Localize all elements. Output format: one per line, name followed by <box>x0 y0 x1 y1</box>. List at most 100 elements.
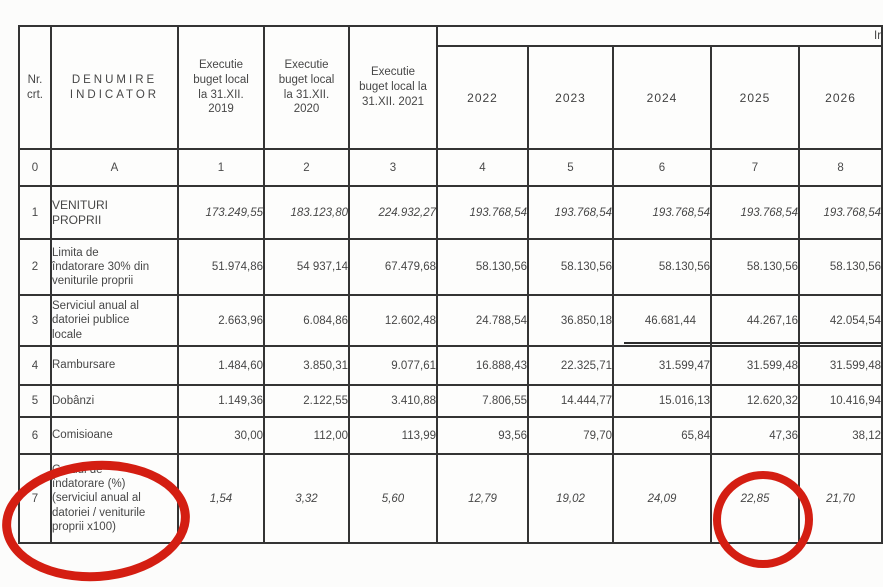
cell-value: 31.599,48 <box>797 345 883 386</box>
cell-value: 44.267,16 <box>710 294 800 347</box>
red-circle-annotation-22-85 <box>713 471 813 568</box>
cell-value: 3.850,31 <box>263 345 350 386</box>
row-number: 1 <box>18 185 52 240</box>
cell-value: 58.130,56 <box>436 238 529 296</box>
row-number: 2 <box>18 238 52 296</box>
cell-value: 47,36 <box>710 416 800 455</box>
cell-value: 24.788,54 <box>436 294 529 347</box>
col-num-2: 2 <box>263 148 350 187</box>
cell-value: 58.130,56 <box>612 238 712 296</box>
cell-value: 3,32 <box>263 453 350 544</box>
col-num-8: 8 <box>797 148 883 187</box>
cell-value: 14.444,77 <box>527 384 614 418</box>
cell-value: 173.249,55 <box>177 185 265 240</box>
table-row-limita-indatorare: 2 Limita de îndatorare 30% din venituril… <box>18 238 883 296</box>
cell-value: 46.681,44 <box>612 294 712 347</box>
cell-value: 12.620,32 <box>710 384 800 418</box>
header-executie-2021: Executie buget local la 31.XII. 2021 <box>348 25 438 150</box>
cell-value: 93,56 <box>436 416 529 455</box>
row-number: 7 <box>18 453 52 544</box>
pen-underline-annotation <box>624 342 882 344</box>
cell-value: 12,79 <box>436 453 529 544</box>
col-num-4: 4 <box>436 148 529 187</box>
cell-value: 112,00 <box>263 416 350 455</box>
budget-indicators-table: Nr. crt. DENUMIRE INDICATOR Executie bug… <box>18 25 883 544</box>
cell-value: 1.149,36 <box>177 384 265 418</box>
cell-value: 224.932,27 <box>348 185 438 240</box>
cell-value: 193.768,54 <box>612 185 712 240</box>
cell-value: 6.084,86 <box>263 294 350 347</box>
cell-value: 113,99 <box>348 416 438 455</box>
cell-value: 54 937,14 <box>263 238 350 296</box>
cell-value: 36.850,18 <box>527 294 614 347</box>
cell-value: 10.416,94 <box>797 384 883 418</box>
cell-value: 2.122,55 <box>263 384 350 418</box>
cell-value: 193.768,54 <box>527 185 614 240</box>
row-label: Rambursare <box>50 345 179 386</box>
cell-value: 42.054,54 <box>797 294 883 347</box>
cell-value: 19,02 <box>527 453 614 544</box>
cell-value: 58.130,56 <box>797 238 883 296</box>
header-year-2026: 2026 <box>797 45 883 150</box>
col-num-1: 1 <box>177 148 265 187</box>
row-label: Comisioane <box>50 416 179 455</box>
cell-value: 1,54 <box>177 453 265 544</box>
header-denumire-indicator: DENUMIRE INDICATOR <box>50 25 179 150</box>
table-row-serviciul-anual: 3 Serviciul anual al datoriei publice lo… <box>18 294 883 347</box>
cell-value: 38,12 <box>797 416 883 455</box>
header-executie-2019: Executie buget local la 31.XII. 2019 <box>177 25 265 150</box>
header-year-2023: 2023 <box>527 45 614 150</box>
row-label: VENITURI PROPRII <box>50 185 179 240</box>
cell-value: 67.479,68 <box>348 238 438 296</box>
cell-value: 193.768,54 <box>436 185 529 240</box>
header-year-2022: 2022 <box>436 45 529 150</box>
cell-value: 21,70 <box>797 453 883 544</box>
col-num-7: 7 <box>710 148 800 187</box>
cell-value: 9.077,61 <box>348 345 438 386</box>
header-year-2025: 2025 <box>710 45 800 150</box>
cell-value: 183.123,80 <box>263 185 350 240</box>
cell-value: 65,84 <box>612 416 712 455</box>
cell-value: 3.410,88 <box>348 384 438 418</box>
col-num-3: 3 <box>348 148 438 187</box>
header-nr-crt: Nr. crt. <box>18 25 52 150</box>
cell-value: 30,00 <box>177 416 265 455</box>
cell-value: 16.888,43 <box>436 345 529 386</box>
table-row-comisioane: 6 Comisioane 30,00 112,00 113,99 93,56 7… <box>18 416 883 455</box>
cell-value: 58.130,56 <box>710 238 800 296</box>
row-number: 4 <box>18 345 52 386</box>
row-number: 3 <box>18 294 52 347</box>
table-row-dobanzi: 5 Dobânzi 1.149,36 2.122,55 3.410,88 7.8… <box>18 384 883 418</box>
col-num-6: 6 <box>612 148 712 187</box>
row-label: Limita de îndatorare 30% din veniturile … <box>50 238 179 296</box>
row-label: Dobânzi <box>50 384 179 418</box>
cell-value: 15.016,13 <box>612 384 712 418</box>
cell-value: 31.599,48 <box>710 345 800 386</box>
cell-value: 79,70 <box>527 416 614 455</box>
col-num-0: 0 <box>18 148 52 187</box>
header-years-row: 2022 2023 2024 2025 2026 <box>19 45 883 150</box>
table-row-venituri-proprii: 1 VENITURI PROPRII 173.249,55 183.123,80… <box>18 185 883 240</box>
header-strip-row: Nr. crt. DENUMIRE INDICATOR Executie bug… <box>18 25 883 150</box>
unit-note-cell: Ir <box>435 25 883 47</box>
row-number: 5 <box>18 384 52 418</box>
cell-value: 31.599,47 <box>612 345 712 386</box>
cell-value: 24,09 <box>612 453 712 544</box>
cell-value: 58.130,56 <box>527 238 614 296</box>
cell-value: 2.663,96 <box>177 294 265 347</box>
header-year-2024: 2024 <box>612 45 712 150</box>
cell-value: 7.806,55 <box>436 384 529 418</box>
header-executie-2020: Executie buget local la 31.XII. 2020 <box>263 25 350 150</box>
cell-value: 1.484,60 <box>177 345 265 386</box>
cell-value: 193.768,54 <box>710 185 800 240</box>
cell-value: 12.602,48 <box>348 294 438 347</box>
column-number-row: 0 A 1 2 3 4 5 6 7 8 <box>18 148 883 187</box>
row-label: Serviciul anual al datoriei publice loca… <box>50 294 179 347</box>
cell-value: 5,60 <box>348 453 438 544</box>
cell-value: 51.974,86 <box>177 238 265 296</box>
row-label: Gradul de îndatorare (%) (serviciul anua… <box>50 453 179 544</box>
col-num-5: 5 <box>527 148 614 187</box>
cell-value: 193.768,54 <box>797 185 883 240</box>
table-row-rambursare: 4 Rambursare 1.484,60 3.850,31 9.077,61 … <box>18 345 883 386</box>
